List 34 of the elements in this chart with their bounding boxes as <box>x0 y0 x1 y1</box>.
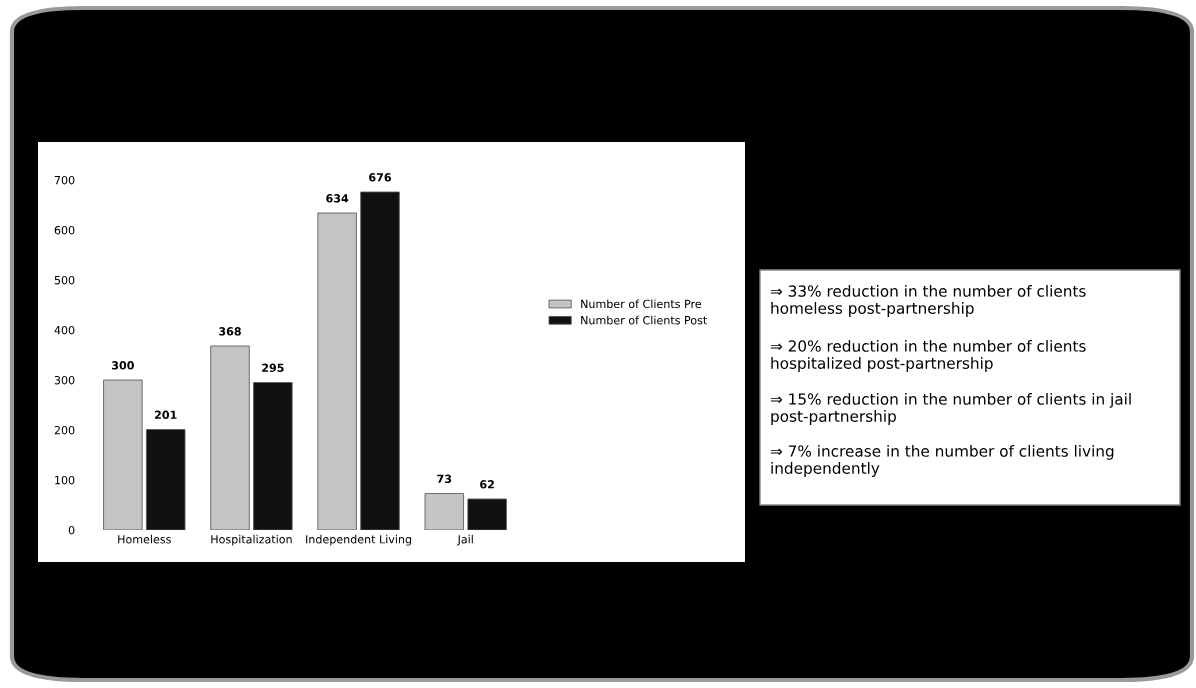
y-tick-label: 600 <box>54 225 75 235</box>
x-tick-label: Jail <box>457 534 473 546</box>
bar <box>317 212 357 530</box>
bar <box>103 379 143 530</box>
bar <box>467 498 507 530</box>
x-tick-label: Hospitalization <box>211 534 292 546</box>
text: ⇒ 33% reduction in the number of clients homeless post-partnership <box>770 285 1086 317</box>
legend-label: Number of Clients Pre <box>581 299 702 309</box>
data-label: 300 <box>112 361 134 370</box>
data-label: 368 <box>219 327 241 336</box>
bar <box>210 345 250 530</box>
y-tick-label: 500 <box>54 275 75 285</box>
data-label: 295 <box>262 363 284 373</box>
bar <box>360 191 400 530</box>
y-tick-label: 100 <box>55 475 75 485</box>
data-label: 676 <box>369 173 391 182</box>
text: ⇒ 15% reduction in the number of clients in jail post-partnership <box>770 393 1131 425</box>
data-label: 634 <box>326 194 349 203</box>
x-tick-label: Homeless <box>118 534 171 544</box>
data-label: 62 <box>480 480 494 489</box>
bar <box>146 429 186 530</box>
y-tick-label: 200 <box>54 425 75 435</box>
data-label: 73 <box>437 474 452 484</box>
y-tick-label: 0 <box>68 525 75 535</box>
x-tick-label: Independent Living <box>306 534 412 546</box>
y-tick-label: 400 <box>54 325 75 335</box>
y-tick-label: 700 <box>54 175 75 185</box>
bar <box>253 382 293 530</box>
data-label: 201 <box>155 410 177 420</box>
legend-label: Number of Clients Post <box>581 315 707 325</box>
bar <box>424 493 464 530</box>
text: ⇒ 20% reduction in the number of clients hospitalized post-partnership <box>770 340 1086 372</box>
y-tick-label: 300 <box>54 375 75 385</box>
text: ⇒ 7% increase in the number of clients living independently <box>770 445 1114 477</box>
